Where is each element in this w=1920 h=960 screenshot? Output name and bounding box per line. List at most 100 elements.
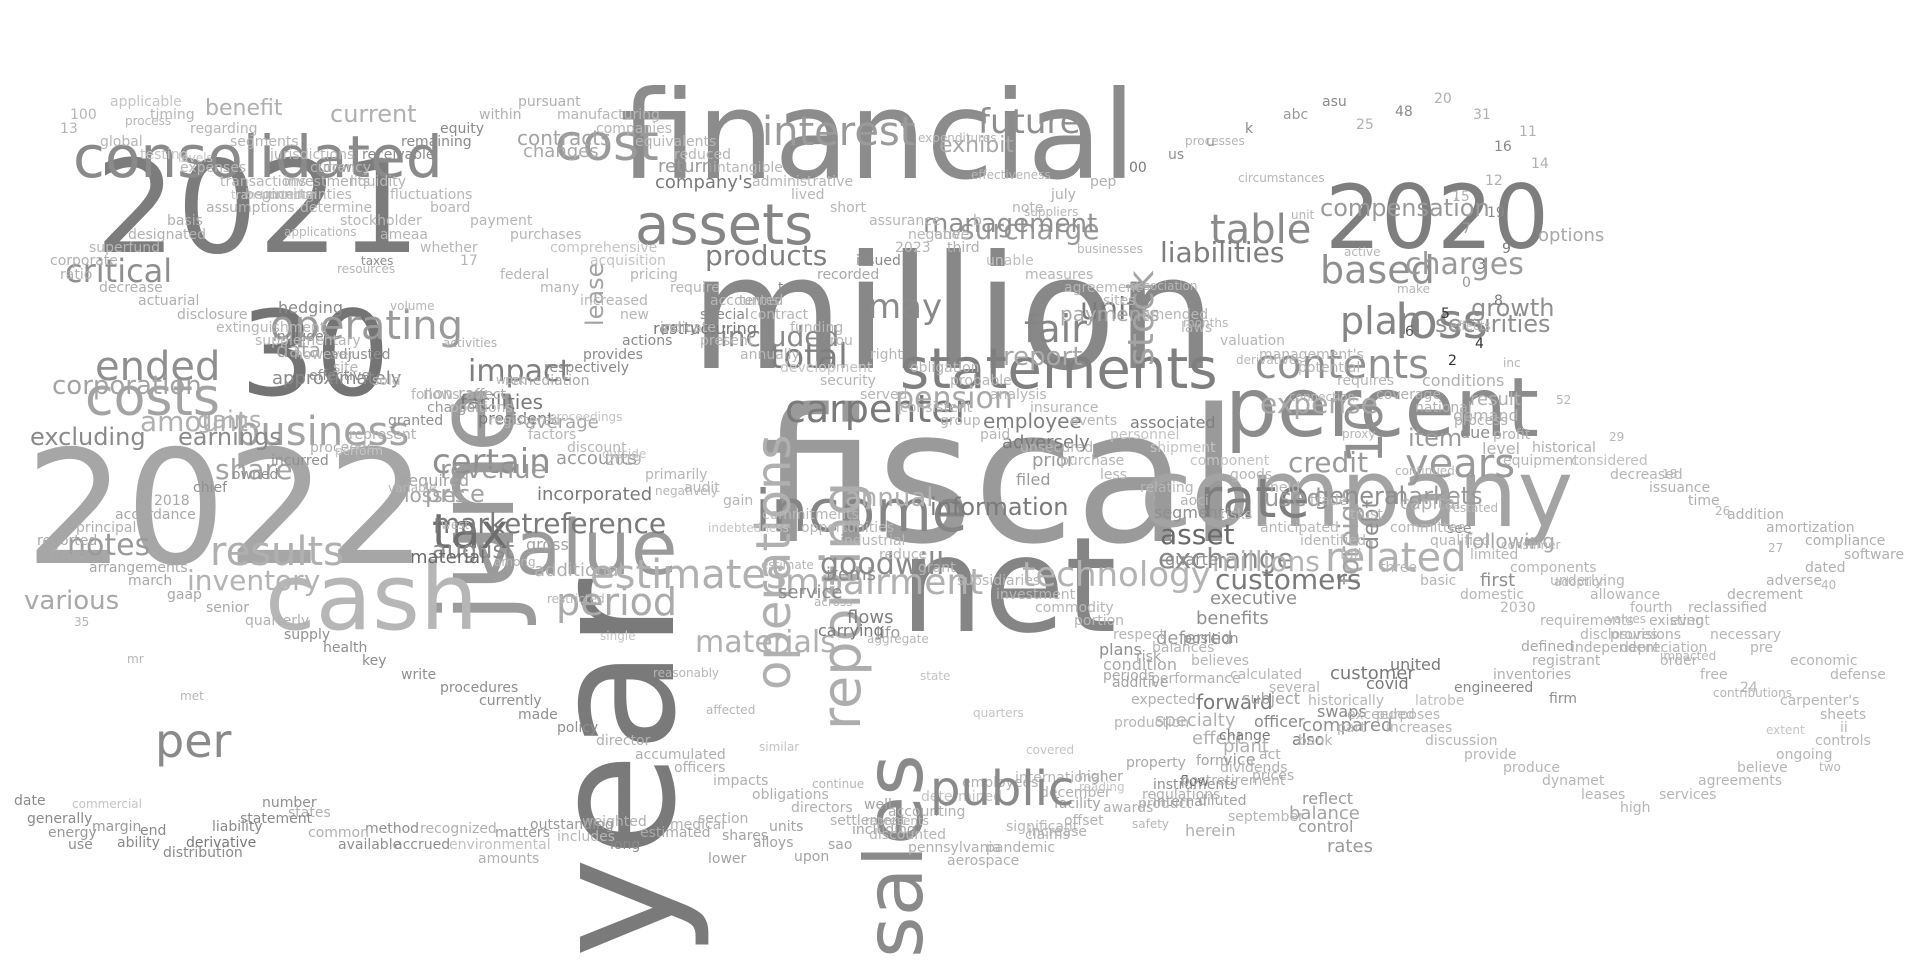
word-cloud-word: economic: [1790, 653, 1858, 669]
word-cloud-word: interest: [762, 109, 916, 155]
word-cloud-word: applicable: [110, 94, 182, 110]
word-cloud-word: product: [1138, 796, 1192, 812]
word-cloud-word: financial: [620, 65, 1136, 207]
word-cloud-word: accounted: [710, 293, 784, 309]
word-cloud-word: corporate: [50, 253, 118, 269]
word-cloud-word: grant: [918, 560, 956, 576]
word-cloud-word: assurance: [869, 213, 941, 229]
word-cloud-word: potential: [1298, 360, 1361, 376]
word-cloud-word: term: [778, 280, 812, 296]
word-cloud-word: value: [470, 503, 678, 592]
word-cloud-word: position: [1183, 631, 1239, 647]
word-cloud-word: laws: [1181, 320, 1213, 336]
word-cloud-word: increases: [1386, 720, 1453, 736]
word-cloud-word: 30: [240, 285, 391, 423]
word-cloud-word: administrative: [752, 174, 854, 190]
word-cloud-word: long: [610, 837, 641, 853]
word-cloud-word: stockholder: [340, 213, 422, 229]
word-cloud-word: determined: [921, 789, 1003, 805]
word-cloud-word: anticipated: [1260, 520, 1339, 536]
word-cloud-word: actions: [622, 333, 673, 349]
word-cloud-word: portion: [1074, 613, 1125, 629]
word-cloud-word: represent: [349, 427, 417, 443]
word-cloud-word: process: [125, 114, 172, 128]
word-cloud-word: 100: [70, 107, 97, 123]
word-cloud-word: change: [1219, 728, 1271, 744]
word-cloud-word: risks: [1220, 507, 1253, 523]
word-cloud-word: available: [338, 837, 402, 853]
word-cloud-word: derivatives: [1236, 353, 1303, 367]
word-cloud-word: derivative: [186, 835, 257, 851]
word-cloud-word: plans: [1099, 640, 1142, 659]
word-cloud-word: circumstances: [1238, 171, 1325, 185]
word-cloud-word: insurance: [1030, 400, 1099, 416]
word-cloud-word: inc: [1503, 356, 1521, 370]
word-cloud-word: owned: [232, 467, 279, 483]
word-cloud-word: 2021: [95, 134, 421, 283]
word-cloud-word: effect: [1192, 728, 1244, 749]
word-cloud-word: officer: [1254, 712, 1305, 731]
word-cloud-word: contents: [1255, 342, 1429, 388]
word-cloud-word: exchange: [1158, 542, 1294, 575]
word-cloud-word: asset: [1160, 518, 1235, 551]
word-cloud-word: west: [441, 518, 470, 532]
word-cloud-word: determine: [300, 200, 373, 216]
word-cloud-word: offset: [1064, 813, 1104, 829]
word-cloud-word: form: [1196, 753, 1229, 769]
word-cloud-word: contributions: [1713, 686, 1792, 700]
word-cloud-word: defense: [1830, 667, 1886, 683]
word-cloud-word: security: [820, 373, 876, 389]
word-cloud-word: regarding: [190, 121, 258, 137]
word-cloud-word: pep: [1090, 174, 1117, 190]
word-cloud-word: consistent: [900, 400, 973, 416]
word-cloud-word: impairment: [775, 562, 984, 603]
word-cloud-word: liability: [212, 819, 263, 835]
word-cloud-word: across: [814, 595, 853, 609]
word-cloud-word: included: [720, 320, 840, 353]
word-cloud-word: executive: [1210, 588, 1298, 609]
word-cloud-word: plant: [1223, 736, 1269, 757]
word-cloud-word: impacts: [713, 773, 769, 789]
word-cloud-word: development: [780, 360, 873, 376]
word-cloud-word: new: [620, 307, 649, 323]
word-cloud-word: technology: [1022, 555, 1211, 595]
word-cloud-word: instruments: [1153, 777, 1238, 793]
word-cloud-word: future: [978, 102, 1081, 142]
word-cloud-word: effectiveness: [971, 168, 1051, 182]
word-cloud-word: result: [1470, 389, 1521, 410]
word-cloud-word: free: [1700, 667, 1728, 683]
word-cloud-word: fiscal: [760, 369, 1240, 585]
word-cloud-word: 18: [1662, 467, 1678, 481]
word-cloud-word: continue: [812, 777, 865, 791]
word-cloud-word: similar: [759, 740, 800, 754]
word-cloud-word: property: [1126, 755, 1186, 771]
word-cloud-word: decrement: [1727, 587, 1803, 603]
word-cloud-word: income: [755, 477, 968, 545]
word-cloud-word: loss: [1395, 294, 1488, 350]
word-cloud-word: date: [14, 793, 46, 809]
word-cloud-word: company: [1140, 440, 1574, 549]
word-cloud-word: payment: [470, 213, 533, 229]
word-cloud-word: postretirement: [1181, 773, 1286, 789]
word-cloud-word: section: [698, 811, 749, 827]
word-cloud-word: quarterly: [245, 613, 310, 629]
word-cloud-word: time: [1688, 493, 1720, 509]
word-cloud-word: use: [68, 837, 93, 853]
word-cloud-word: fluctuations: [390, 187, 473, 203]
word-cloud-word: corporation: [52, 371, 202, 401]
word-cloud-word: control: [1298, 817, 1354, 836]
word-cloud-word: regulations: [1142, 787, 1221, 803]
word-cloud-word: reading: [1079, 780, 1125, 794]
word-cloud-word: subsidiaries: [957, 573, 1041, 589]
word-cloud-word: order: [1660, 653, 1698, 669]
word-cloud-word: leases: [1581, 787, 1626, 803]
word-cloud-word: positions: [450, 400, 513, 416]
word-cloud-word: 52: [1556, 393, 1572, 407]
word-cloud-word: component: [1190, 453, 1270, 469]
word-cloud-word: discount: [567, 440, 627, 456]
word-cloud-word: policy: [557, 720, 599, 736]
word-cloud-word: underlying: [1550, 573, 1625, 589]
word-cloud-word: existing: [1649, 613, 1704, 629]
word-cloud-word: operating: [270, 303, 463, 349]
word-cloud-word: identified: [1300, 533, 1366, 549]
